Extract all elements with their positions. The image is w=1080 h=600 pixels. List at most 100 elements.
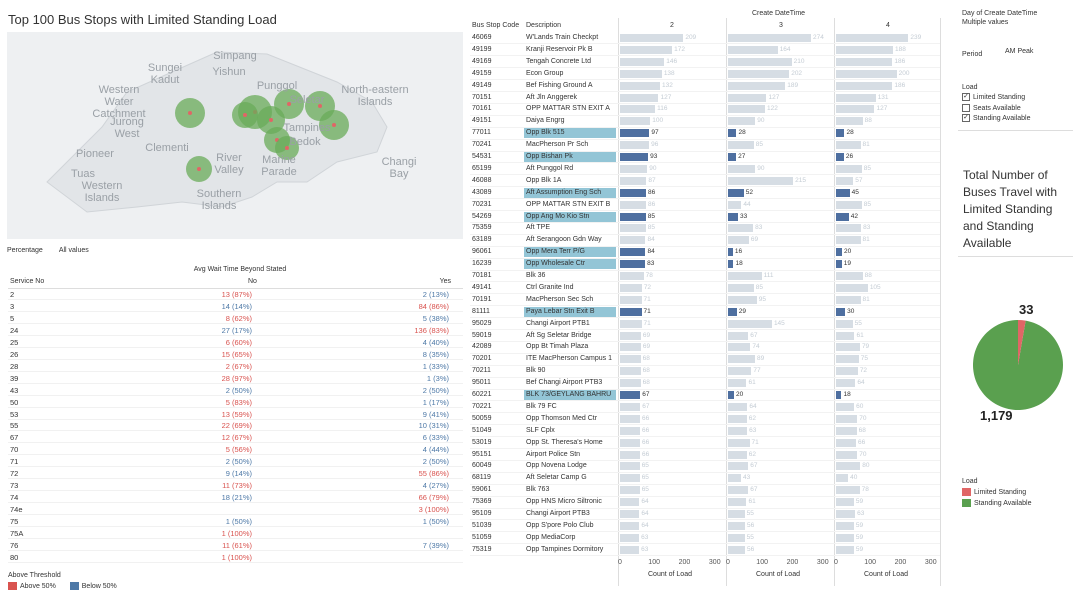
load-bar[interactable]	[728, 164, 756, 173]
load-bar[interactable]	[728, 319, 772, 328]
map-canvas[interactable]	[7, 32, 463, 239]
load-bar[interactable]	[836, 343, 860, 352]
bus-stop-row[interactable]: 95151 Airport Police Stn	[470, 449, 940, 461]
load-option[interactable]: ✓ Limited Standing	[962, 93, 1025, 103]
bus-stop-row[interactable]: 16239 Opp Wholesale Ctr	[470, 258, 940, 270]
load-bar[interactable]	[836, 141, 861, 150]
load-bar[interactable]	[620, 105, 656, 114]
load-bar[interactable]	[620, 462, 640, 471]
load-bar[interactable]	[836, 414, 858, 423]
bus-stop-row[interactable]: 51049 SLF Cplx	[470, 425, 940, 437]
load-bar[interactable]	[620, 391, 641, 399]
load-bar[interactable]	[620, 438, 640, 447]
load-bar[interactable]	[728, 272, 762, 280]
load-bar[interactable]	[836, 391, 842, 399]
load-bar[interactable]	[728, 57, 792, 66]
load-bar[interactable]	[728, 521, 745, 530]
load-option[interactable]: Seats Available	[962, 103, 1021, 114]
load-bar[interactable]	[728, 510, 745, 518]
bus-stop-row[interactable]: 51059 Opp MediaCorp	[470, 532, 940, 544]
bus-stop-row[interactable]: 95109 Changi Airport PTB3	[470, 508, 940, 520]
table-row[interactable]: 50 5 (83%) 1 (17%)	[8, 397, 463, 408]
table-row[interactable]: 25 6 (60%) 4 (40%)	[8, 337, 463, 348]
load-bar[interactable]	[836, 379, 856, 388]
bus-stop-row[interactable]: 70161 OPP MATTAR STN EXIT A	[470, 103, 940, 115]
load-bar[interactable]	[836, 438, 856, 447]
load-bar[interactable]	[728, 486, 749, 495]
load-bar[interactable]	[728, 402, 748, 411]
bus-stop-row[interactable]: 70231 OPP MATTAR STN EXIT B	[470, 199, 940, 211]
bus-stop-row[interactable]: 50059 Opp Thomson Med Ctr	[470, 413, 940, 425]
load-bar[interactable]	[620, 402, 641, 411]
bus-stop-row[interactable]: 96061 Opp Mera Terr P/G	[470, 246, 940, 258]
load-bar[interactable]	[728, 367, 752, 376]
load-bar[interactable]	[728, 391, 735, 399]
load-bar[interactable]	[620, 283, 642, 292]
bus-stop-row[interactable]: 75369 Opp HNS Micro Siltronic	[470, 496, 940, 508]
load-bar[interactable]	[620, 510, 640, 518]
load-bar[interactable]	[620, 69, 662, 78]
load-bar[interactable]	[620, 379, 641, 388]
load-bar[interactable]	[620, 355, 641, 364]
load-bar[interactable]	[728, 379, 747, 388]
load-bar[interactable]	[728, 450, 747, 459]
load-bar[interactable]	[728, 188, 744, 197]
load-bar[interactable]	[836, 34, 909, 42]
load-bar[interactable]	[728, 93, 767, 102]
load-bar[interactable]	[728, 307, 737, 316]
load-bar[interactable]	[836, 533, 854, 542]
load-bar[interactable]	[620, 367, 641, 376]
load-bar[interactable]	[728, 224, 754, 233]
load-bar[interactable]	[620, 129, 650, 138]
load-bar[interactable]	[620, 498, 640, 507]
table-row[interactable]: 39 28 (97%) 1 (3%)	[8, 373, 463, 384]
load-bar[interactable]	[620, 141, 650, 150]
load-bar[interactable]	[728, 474, 742, 483]
day-filter-value[interactable]: Multiple values	[962, 19, 1009, 26]
singapore-map[interactable]: Simpang Sungei Kadut Yishun Punggol Western …	[7, 32, 463, 239]
table-row[interactable]: 73 11 (73%) 4 (27%)	[8, 480, 463, 492]
table-row[interactable]: 74 18 (21%) 66 (79%)	[8, 492, 463, 504]
load-bar[interactable]	[620, 117, 651, 126]
table-row[interactable]: 70 5 (56%) 4 (44%)	[8, 444, 463, 456]
table-row[interactable]: 67 12 (67%) 6 (33%)	[8, 432, 463, 444]
load-bar[interactable]	[728, 81, 786, 90]
load-bar[interactable]	[620, 57, 665, 66]
bus-stop-row[interactable]: 68119 Aft Seletar Camp G	[470, 472, 940, 484]
load-bar[interactable]	[836, 426, 857, 435]
load-bar[interactable]	[620, 307, 642, 316]
bus-stop-row[interactable]: 75359 Aft TPE	[470, 222, 940, 234]
load-bar[interactable]	[620, 212, 646, 221]
load-bar[interactable]	[620, 93, 659, 102]
bus-stop-row[interactable]: 46069 W'Lands Train Checkpt	[470, 32, 940, 44]
load-bar[interactable]	[728, 129, 737, 138]
load-bar[interactable]	[836, 117, 863, 126]
load-bar[interactable]	[728, 545, 745, 554]
load-bar[interactable]	[836, 69, 897, 78]
load-bar[interactable]	[620, 545, 640, 554]
load-bar[interactable]	[620, 153, 649, 161]
load-bar[interactable]	[836, 224, 862, 233]
load-bar[interactable]	[620, 319, 642, 328]
table-row[interactable]: 75 1 (50%) 1 (50%)	[8, 516, 463, 528]
load-bar[interactable]	[836, 295, 861, 304]
load-bar[interactable]	[620, 533, 640, 542]
bus-stop-row[interactable]: 49149 Bef Fishing Ground A	[470, 80, 940, 92]
load-bar[interactable]	[620, 474, 640, 483]
load-bar[interactable]	[620, 81, 660, 90]
percentage-value[interactable]: All values	[58, 247, 89, 254]
load-bar[interactable]	[836, 105, 875, 114]
checkbox[interactable]	[962, 103, 970, 112]
table-row[interactable]: 74e 3 (100%)	[8, 504, 463, 516]
table-row[interactable]: 2 13 (87%) 2 (13%)	[8, 289, 463, 300]
service-table[interactable]: 2 13 (87%) 2 (13%) 3 14 (14%) 84 (86%) 5 8 (62%…	[8, 288, 463, 566]
load-bar[interactable]	[836, 283, 868, 292]
table-row[interactable]: 24 27 (17%) 136 (83%)	[8, 325, 463, 336]
table-row[interactable]: 5 8 (62%) 5 (38%)	[8, 313, 463, 324]
load-bar[interactable]	[620, 176, 647, 185]
load-bar[interactable]	[620, 248, 646, 257]
load-bar[interactable]	[728, 212, 738, 221]
load-bar[interactable]	[620, 331, 641, 340]
bus-stop-row[interactable]: 81111 Paya Lebar Stn Exit B	[470, 306, 940, 318]
bus-stop-row[interactable]: 54531 Opp Bishan Pk	[470, 151, 940, 163]
